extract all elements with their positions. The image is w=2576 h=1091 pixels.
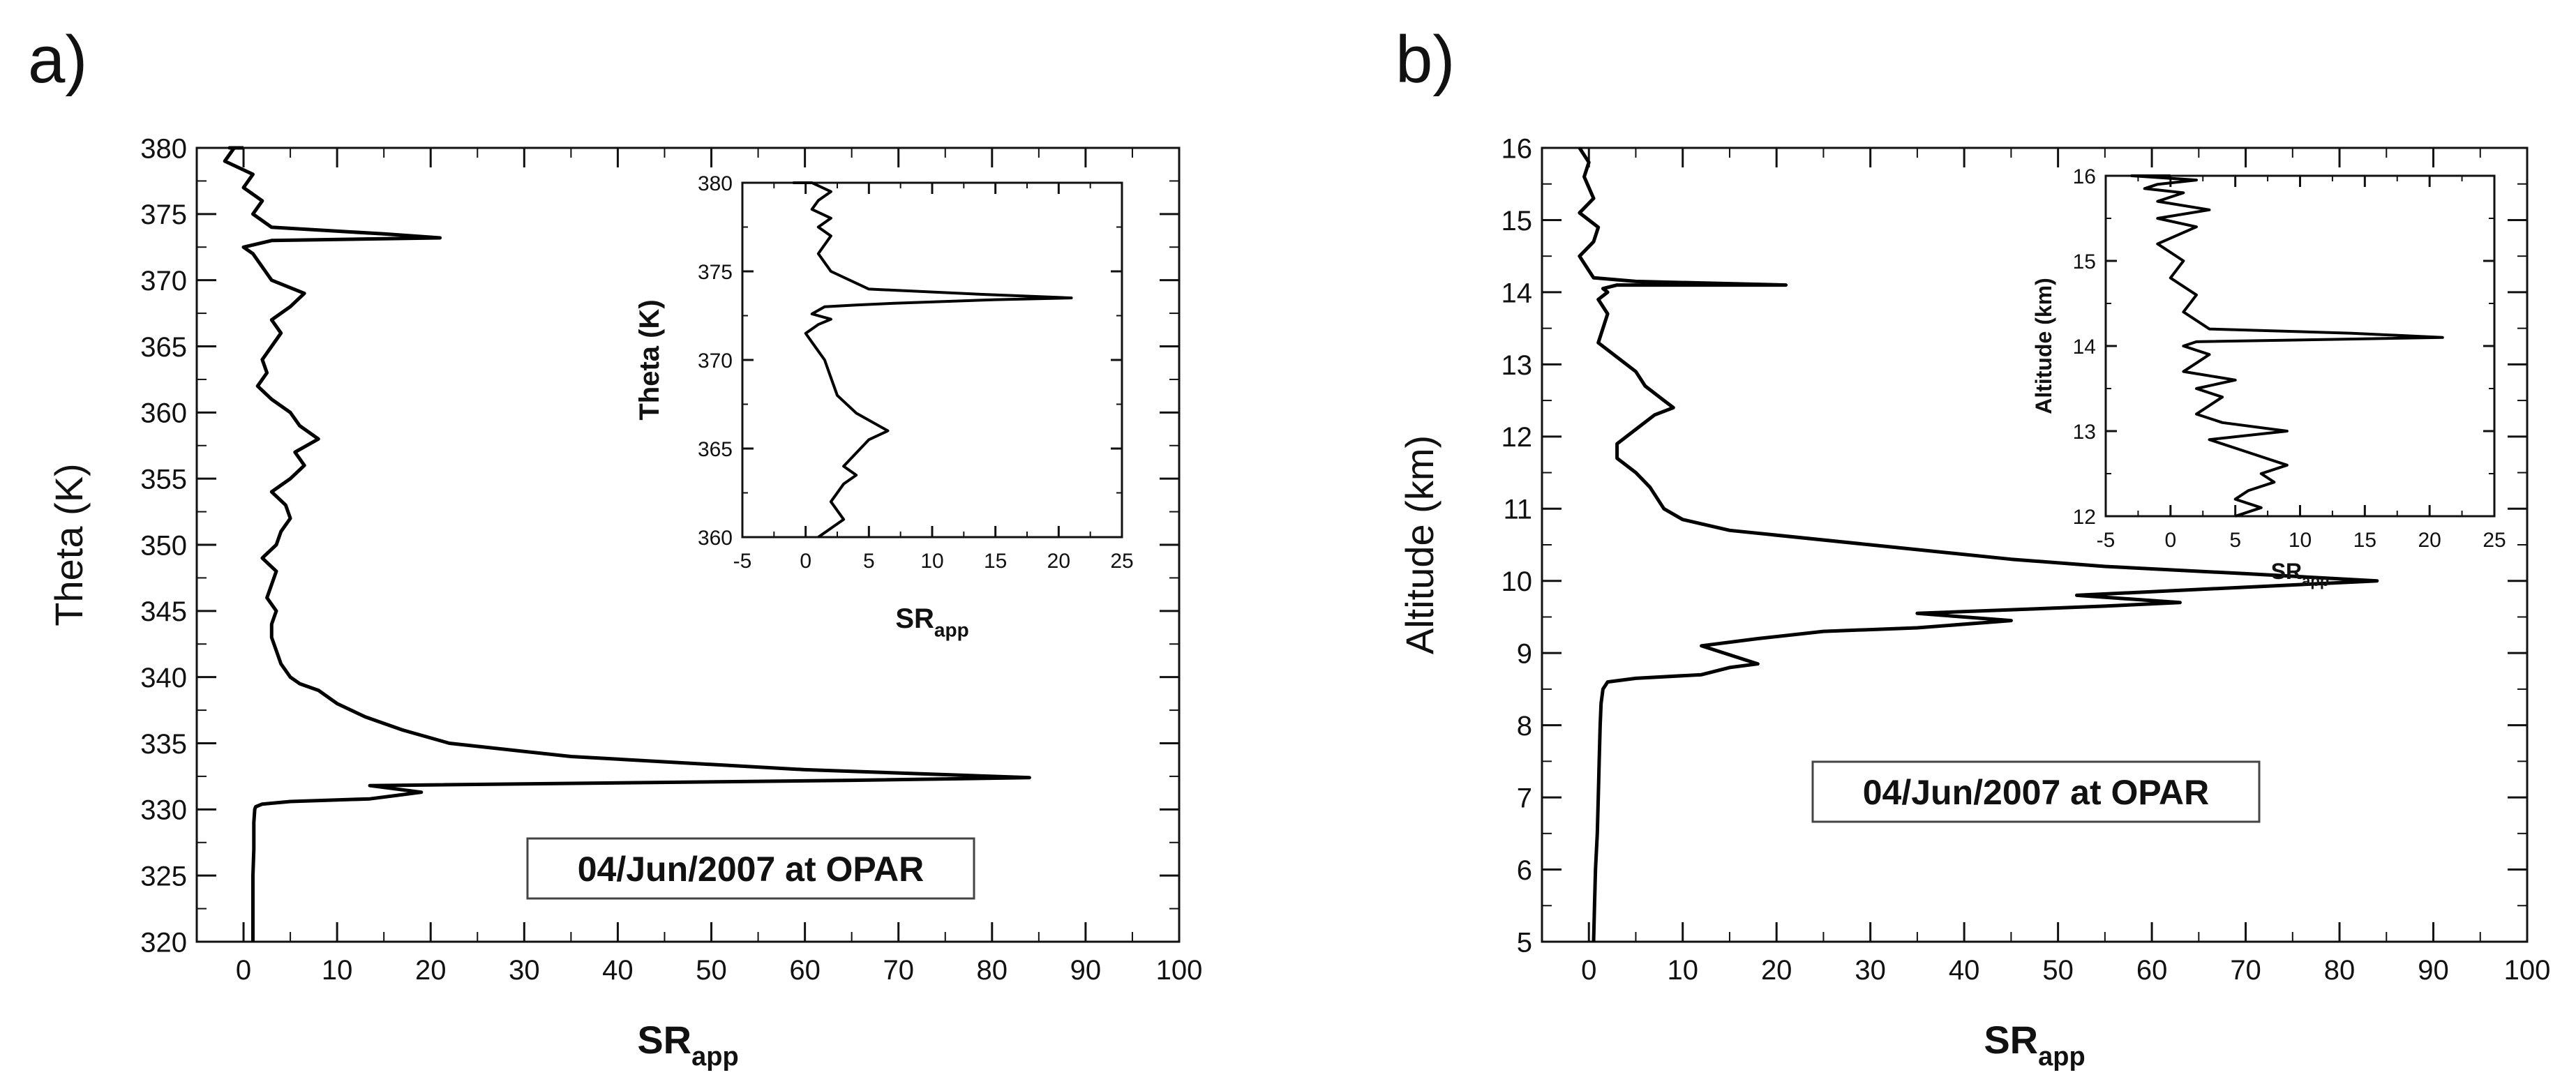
y-tick-label: 350	[140, 530, 187, 561]
y-tick-label: 330	[140, 795, 187, 826]
plot-frame	[741, 181, 1123, 539]
x-tick-label: 15	[2353, 529, 2376, 552]
x-tick-label: 100	[1156, 955, 1203, 986]
y-tick-label: 7	[1517, 783, 1532, 813]
x-tick-label: 0	[1581, 955, 1596, 986]
y-tick-label: 13	[1502, 350, 1533, 381]
x-tick-label: 70	[2230, 955, 2261, 986]
x-tick-label: 0	[236, 955, 251, 986]
y-tick-label: 360	[140, 398, 187, 429]
annotation-box	[526, 837, 975, 900]
x-tick-label: 20	[1047, 550, 1070, 573]
x-tick-label: 25	[2483, 529, 2506, 552]
y-tick-label: 12	[2073, 506, 2096, 529]
y-tick-label: 8	[1517, 711, 1532, 742]
y-tick-label: 365	[698, 438, 733, 461]
x-tick-label: 20	[415, 955, 447, 986]
x-tick-label: 50	[696, 955, 727, 986]
x-tick-label: 80	[977, 955, 1008, 986]
y-tick-label: 345	[140, 596, 187, 627]
series-line	[223, 146, 1031, 942]
panel-a-label: a)	[28, 22, 87, 97]
x-tick-label: 20	[2418, 529, 2441, 552]
x-tick-label: 15	[984, 550, 1007, 573]
y-tick-label: 6	[1517, 855, 1532, 886]
y-tick-label: 340	[140, 663, 187, 693]
y-tick-label: 375	[698, 261, 733, 284]
x-tick-label: 30	[1855, 955, 1886, 986]
x-tick-label: 5	[863, 550, 875, 573]
x-tick-label: 10	[920, 550, 943, 573]
x-tick-label: 10	[322, 955, 353, 986]
x-tick-label: 40	[1949, 955, 1980, 986]
y-tick-label: 9	[1517, 639, 1532, 670]
y-tick-label: 13	[2073, 421, 2096, 444]
annotation-box	[1811, 760, 2261, 823]
x-tick-label: -5	[2097, 529, 2116, 552]
x-tick-label: 40	[602, 955, 634, 986]
y-axis-label: Altitude (km)	[1398, 435, 1441, 654]
y-tick-label: 370	[140, 266, 187, 296]
x-axis-label: SRapp	[895, 603, 968, 641]
y-axis-label: Theta (K)	[634, 299, 665, 420]
x-tick-label: -5	[733, 550, 752, 573]
x-tick-label: 100	[2504, 955, 2551, 986]
y-tick-label: 325	[140, 861, 187, 892]
x-axis-label: SRapp	[1984, 1018, 2085, 1071]
y-tick-label: 10	[1502, 566, 1533, 597]
y-tick-label: 380	[698, 172, 733, 195]
y-tick-label: 16	[1502, 133, 1533, 164]
plot-frame	[195, 146, 1181, 943]
y-tick-label: 14	[2073, 336, 2096, 359]
x-tick-label: 10	[1667, 955, 1698, 986]
y-tick-label: 12	[1502, 422, 1533, 453]
series-line	[1578, 146, 2379, 942]
y-tick-label: 365	[140, 332, 187, 363]
plot-frame	[2104, 174, 2496, 518]
x-axis-label: SRapp	[637, 1018, 738, 1071]
y-tick-label: 15	[1502, 206, 1533, 236]
y-tick-label: 360	[698, 527, 733, 550]
chart-panel-a-inset: -5 0 5 10 15 20 25 360 365 370 375 380 SRapp Theta (K…	[634, 172, 1134, 641]
y-tick-label: 355	[140, 465, 187, 495]
x-tick-label: 25	[1110, 550, 1133, 573]
x-tick-label: 80	[2324, 955, 2356, 986]
x-axis-label: SRapp	[2271, 559, 2330, 589]
x-tick-label: 60	[2136, 955, 2168, 986]
x-tick-label: 20	[1761, 955, 1792, 986]
annotation-text: 04/Jun/2007 at OPAR	[1863, 773, 2210, 812]
x-tick-label: 30	[509, 955, 540, 986]
x-tick-label: 90	[1070, 955, 1102, 986]
x-tick-label: 90	[2418, 955, 2449, 986]
y-tick-label: 16	[2073, 165, 2096, 188]
y-tick-label: 5	[1517, 927, 1532, 958]
chart-panel-a: 0 10 20 30 40 50 60 70 80 90 100320325330335340345…	[47, 133, 1202, 1071]
panel-b-label: b)	[1395, 22, 1455, 97]
x-tick-label: 5	[2229, 529, 2241, 552]
y-axis-label: Altitude (km)	[2031, 278, 2056, 414]
annotation-text: 04/Jun/2007 at OPAR	[578, 850, 924, 889]
y-tick-label: 375	[140, 200, 187, 230]
y-axis-label: Theta (K)	[47, 463, 91, 626]
series-line	[793, 181, 1073, 539]
y-tick-label: 370	[698, 349, 733, 373]
x-tick-label: 0	[2164, 529, 2176, 552]
y-tick-label: 380	[140, 133, 187, 164]
y-tick-label: 14	[1502, 278, 1533, 308]
chart-panel-b: 0 10 20 30 40 50 60 70 80 90 100567891011121314151…	[1398, 133, 2550, 1071]
x-tick-label: 0	[800, 550, 811, 573]
y-tick-label: 320	[140, 927, 187, 958]
x-tick-label: 70	[883, 955, 914, 986]
y-tick-label: 11	[1503, 495, 1532, 525]
y-tick-label: 335	[140, 729, 187, 760]
x-tick-label: 10	[2289, 529, 2312, 552]
x-tick-label: 50	[2042, 955, 2074, 986]
chart-panel-b-inset: -5 0 5 10 15 20 25 12 13 14 15 16 SRapp Altitude (km)	[2031, 165, 2506, 589]
x-tick-label: 60	[789, 955, 821, 986]
series-line	[2130, 174, 2444, 518]
y-tick-label: 15	[2073, 250, 2096, 273]
